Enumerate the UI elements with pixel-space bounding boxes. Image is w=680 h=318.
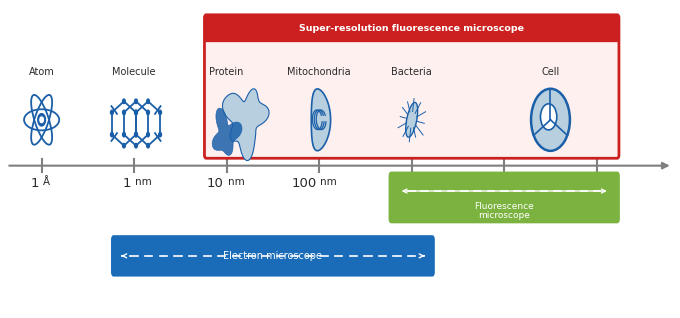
Circle shape — [147, 143, 150, 148]
Text: nm: nm — [228, 177, 244, 187]
Polygon shape — [311, 89, 330, 151]
Text: nm: nm — [320, 177, 337, 187]
Text: Electron microscope: Electron microscope — [224, 251, 322, 261]
Circle shape — [147, 110, 150, 114]
Text: Mitochondria: Mitochondria — [288, 67, 351, 77]
Text: nm: nm — [135, 177, 152, 187]
Text: 10: 10 — [485, 177, 501, 190]
Text: 100: 100 — [568, 177, 594, 190]
Polygon shape — [222, 89, 269, 161]
Text: Protein: Protein — [209, 67, 244, 77]
Circle shape — [531, 89, 570, 151]
Text: Å: Å — [43, 177, 50, 187]
Text: 100: 100 — [291, 177, 316, 190]
Text: Bacteria: Bacteria — [391, 67, 432, 77]
Circle shape — [147, 132, 150, 137]
Circle shape — [122, 143, 125, 148]
Circle shape — [135, 143, 137, 148]
Circle shape — [135, 99, 137, 104]
Circle shape — [40, 117, 44, 123]
FancyBboxPatch shape — [205, 15, 619, 42]
Circle shape — [122, 132, 125, 137]
Circle shape — [158, 110, 161, 114]
Text: 1: 1 — [401, 177, 409, 190]
Text: Super-resolution fluorescence microscope: Super-resolution fluorescence microscope — [299, 24, 524, 33]
Text: 1: 1 — [31, 177, 39, 190]
Text: microscope: microscope — [478, 211, 530, 220]
Circle shape — [135, 132, 137, 137]
Text: μm: μm — [505, 177, 522, 187]
Circle shape — [541, 104, 557, 130]
FancyBboxPatch shape — [111, 235, 435, 277]
Text: μm: μm — [413, 177, 429, 187]
Circle shape — [38, 114, 46, 126]
Text: Molecule: Molecule — [112, 67, 156, 77]
Text: Cell: Cell — [541, 67, 560, 77]
Circle shape — [135, 132, 137, 137]
Text: μm: μm — [598, 177, 615, 187]
Text: Atom: Atom — [29, 67, 54, 77]
Text: 1: 1 — [123, 177, 131, 190]
FancyBboxPatch shape — [205, 15, 619, 158]
Circle shape — [122, 99, 125, 104]
FancyBboxPatch shape — [388, 172, 620, 223]
Circle shape — [111, 110, 114, 114]
Polygon shape — [212, 108, 242, 155]
Circle shape — [135, 110, 137, 114]
Text: Fluorescence: Fluorescence — [475, 202, 534, 211]
Circle shape — [111, 132, 114, 137]
Circle shape — [158, 132, 161, 137]
Circle shape — [135, 110, 137, 114]
Ellipse shape — [406, 102, 418, 137]
Circle shape — [147, 99, 150, 104]
Circle shape — [122, 110, 125, 114]
Text: 10: 10 — [207, 177, 224, 190]
